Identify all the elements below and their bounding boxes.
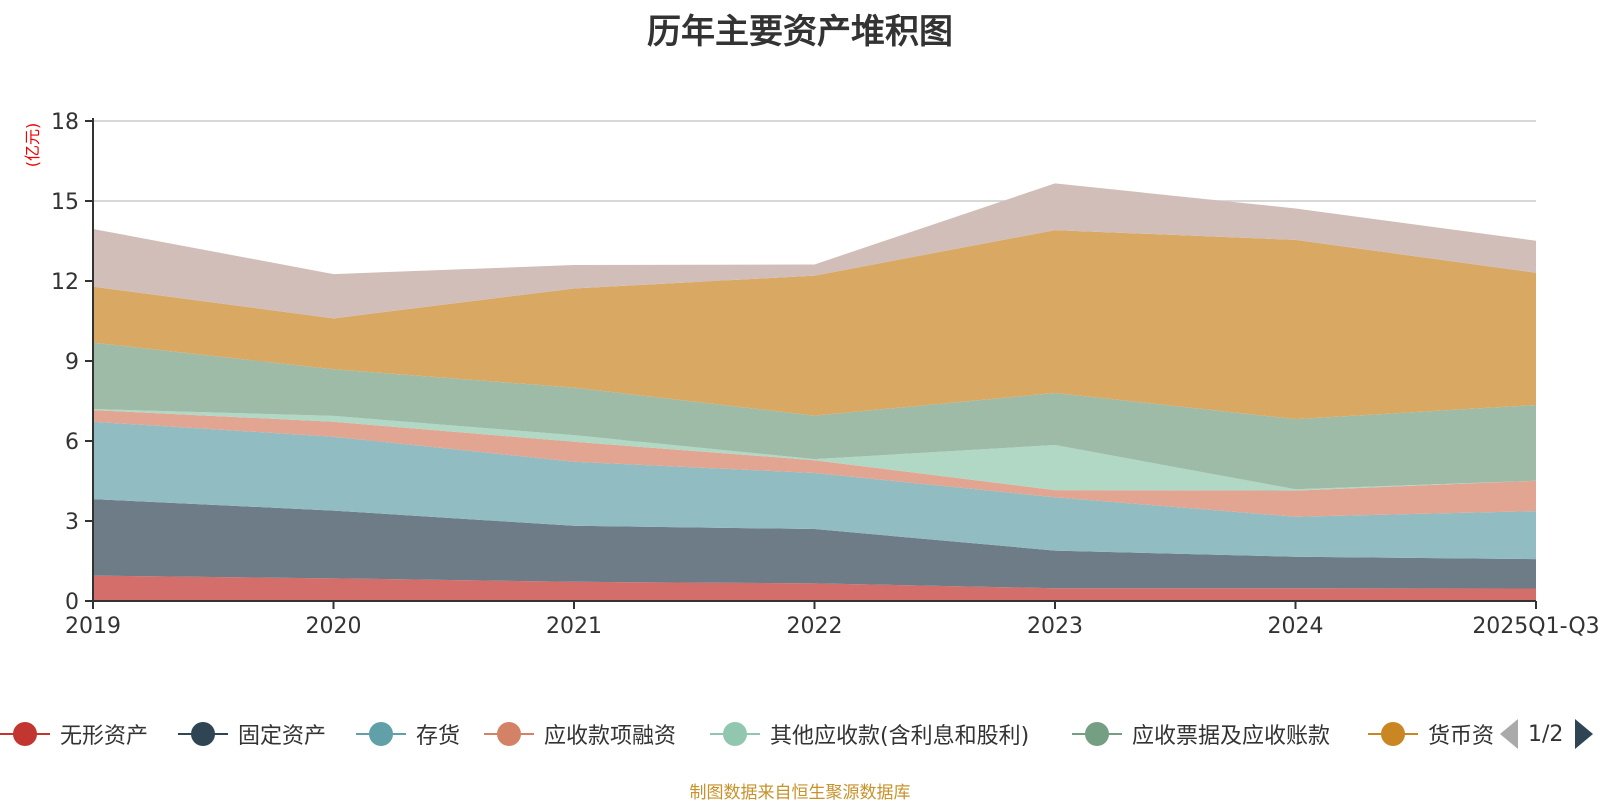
legend-item[interactable]: 其他应收款(含利息和股利) [710, 714, 1029, 754]
y-tick-label: 0 [65, 590, 79, 615]
area-5[interactable] [93, 409, 1536, 491]
legend-pager: 1/2 [1500, 714, 1600, 754]
axes: 0 3 6 9 12 15 18 2019 2020 2021 2022 2023 2024 2025Q1… [51, 110, 1600, 639]
area-1[interactable] [93, 575, 1536, 601]
legend: 无形资产 固定资产 存货 应收款项融资 其他应收款(含利息和股利) 应收票据及应收账款 货币… [0, 714, 1600, 754]
x-tick-label: 2022 [787, 614, 843, 639]
area-7[interactable] [93, 230, 1536, 420]
x-tick-label: 2021 [546, 614, 602, 639]
legend-marker-icon [1368, 719, 1418, 749]
area-series [93, 183, 1536, 601]
legend-label: 无形资产 [60, 724, 149, 749]
legend-label: 应收款项融资 [544, 724, 677, 749]
legend-marker-icon [178, 719, 228, 749]
legend-marker-icon [1072, 719, 1122, 749]
legend-item[interactable]: 应收票据及应收账款 [1072, 714, 1330, 754]
y-axis-unit-label: (亿元) [23, 123, 42, 168]
legend-page-indicator: 1/2 [1528, 721, 1564, 747]
legend-label: 存货 [416, 724, 461, 749]
legend-label: 应收票据及应收账款 [1132, 724, 1331, 749]
x-tick-label: 2023 [1027, 614, 1083, 639]
y-tick-label: 3 [65, 510, 79, 535]
x-tick-label: 2025Q1-Q3 [1472, 614, 1599, 639]
legend-item[interactable]: 货币资 [1368, 714, 1494, 754]
legend-next-page-icon[interactable] [1575, 719, 1594, 749]
area-6[interactable] [93, 342, 1536, 490]
y-tick-label: 15 [51, 190, 79, 215]
y-tick-label: 9 [65, 350, 79, 375]
legend-item[interactable]: 存货 [356, 714, 460, 754]
data-source-note: 制图数据来自恒生聚源数据库 [689, 783, 911, 803]
legend-label: 固定资产 [238, 724, 327, 749]
legend-marker-icon [356, 719, 406, 749]
y-tick-label: 18 [51, 110, 79, 135]
area-4[interactable] [93, 410, 1536, 517]
x-tick-label: 2019 [65, 614, 121, 639]
legend-prev-page-icon[interactable] [1500, 719, 1518, 749]
area-8[interactable] [93, 183, 1536, 319]
stacked-area-chart: 0 3 6 9 12 15 18 2019 2020 2021 2022 2023 2024 2025Q1… [23, 110, 1600, 639]
y-tick-label: 6 [65, 430, 79, 455]
legend-marker-icon [0, 719, 50, 749]
area-3[interactable] [93, 421, 1536, 560]
y-tick-label: 12 [51, 270, 79, 295]
legend-item[interactable]: 应收款项融资 [484, 714, 676, 754]
area-2[interactable] [93, 499, 1536, 589]
x-tick-label: 2020 [306, 614, 362, 639]
legend-item[interactable]: 无形资产 [0, 714, 148, 754]
legend-marker-icon [484, 719, 534, 749]
chart-title: 历年主要资产堆积图 [647, 12, 953, 52]
legend-marker-icon [710, 719, 760, 749]
legend-label: 其他应收款(含利息和股利) [770, 724, 1030, 749]
legend-label: 货币资 [1428, 724, 1495, 749]
x-tick-label: 2024 [1268, 614, 1324, 639]
legend-item[interactable]: 固定资产 [178, 714, 326, 754]
